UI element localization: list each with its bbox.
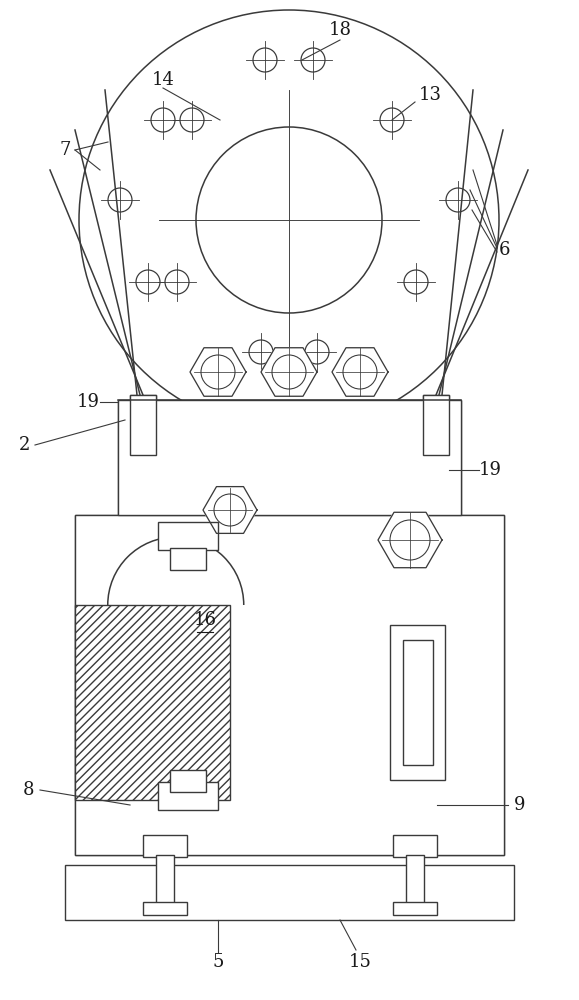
Text: 19: 19 [76, 393, 100, 411]
Circle shape [301, 48, 325, 72]
Circle shape [180, 108, 204, 132]
Bar [156, 855, 174, 903]
Polygon shape [378, 512, 442, 568]
Circle shape [79, 10, 499, 430]
Polygon shape [332, 348, 388, 396]
Circle shape [305, 340, 329, 364]
Circle shape [404, 270, 428, 294]
Circle shape [214, 494, 246, 526]
Text: 6: 6 [499, 241, 511, 259]
Bar [143, 902, 187, 915]
Bar [423, 395, 449, 455]
Bar [393, 835, 437, 857]
Text: 19: 19 [478, 461, 501, 479]
Bar [403, 640, 433, 765]
Bar [158, 522, 218, 550]
Bar [143, 835, 187, 857]
Bar [170, 770, 206, 792]
Circle shape [249, 340, 273, 364]
Bar [406, 855, 424, 903]
Text: 8: 8 [22, 781, 34, 799]
Text: 13: 13 [419, 86, 442, 104]
Text: 15: 15 [349, 953, 372, 971]
Bar [130, 395, 156, 455]
Circle shape [390, 520, 430, 560]
Bar [390, 625, 445, 780]
Circle shape [201, 355, 235, 389]
Bar [65, 865, 514, 920]
Circle shape [272, 355, 306, 389]
Circle shape [196, 127, 382, 313]
Text: 9: 9 [514, 796, 526, 814]
Bar [118, 400, 461, 515]
Bar [130, 395, 156, 455]
Circle shape [108, 188, 132, 212]
Bar [75, 605, 230, 800]
Circle shape [151, 108, 175, 132]
Polygon shape [203, 487, 257, 533]
Bar [158, 782, 218, 810]
Bar [75, 515, 504, 855]
Circle shape [446, 188, 470, 212]
Bar [118, 400, 461, 515]
Text: 14: 14 [152, 71, 174, 89]
Polygon shape [190, 348, 246, 396]
Circle shape [136, 270, 160, 294]
Circle shape [380, 108, 404, 132]
Bar [170, 548, 206, 570]
Text: 18: 18 [328, 21, 351, 39]
Bar [423, 395, 449, 455]
Circle shape [165, 270, 189, 294]
Circle shape [343, 355, 377, 389]
Bar [393, 902, 437, 915]
Bar [75, 515, 504, 855]
Circle shape [253, 48, 277, 72]
Text: 7: 7 [59, 141, 71, 159]
Text: 5: 5 [212, 953, 223, 971]
Text: 16: 16 [193, 611, 217, 629]
Polygon shape [261, 348, 317, 396]
Text: 2: 2 [19, 436, 31, 454]
